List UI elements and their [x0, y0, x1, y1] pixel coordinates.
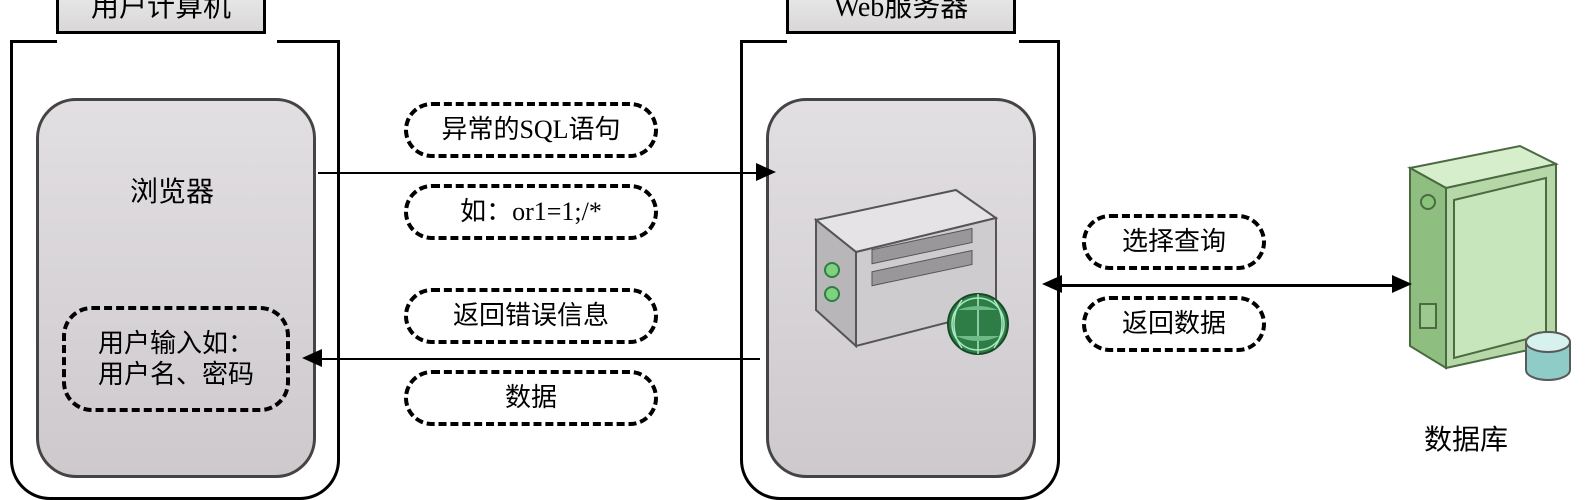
database-label: 数据库: [1424, 418, 1508, 458]
arrow-server-to-client: [322, 358, 760, 360]
pill-error-info: 返回错误信息: [404, 288, 658, 344]
user-input-pill: 用户输入如： 用户名、密码: [62, 306, 290, 412]
server-icon: [786, 160, 1016, 380]
pill-or1: 如：or1=1;/*: [404, 184, 658, 240]
pill-data-text: 数据: [505, 382, 557, 413]
server-box-top: [743, 40, 1057, 43]
arrow-server-db-head-right: [1392, 275, 1412, 293]
pill-select-query: 选择查询: [1082, 214, 1266, 270]
browser-label: 浏览器: [130, 170, 214, 210]
pill-abnormal-sql: 异常的SQL语句: [404, 102, 658, 158]
arrow-client-to-server-head: [756, 163, 776, 181]
pill-or1-text: 如：or1=1;/*: [460, 196, 602, 227]
database-icon: [1400, 128, 1574, 390]
pill-data: 数据: [404, 370, 658, 426]
browser-panel: [36, 98, 316, 478]
server-title-label: Web服务器: [834, 0, 969, 23]
pill-select-query-text: 选择查询: [1122, 226, 1226, 257]
arrow-server-db: [1062, 284, 1396, 287]
arrow-server-db-head-left: [1042, 275, 1062, 293]
pill-return-data-text: 返回数据: [1122, 308, 1226, 339]
pill-abnormal-sql-text: 异常的SQL语句: [441, 114, 620, 145]
client-title-tab: 用户计算机: [56, 0, 266, 34]
arrow-client-to-server: [318, 172, 760, 174]
client-title-label: 用户计算机: [91, 0, 231, 23]
arrow-server-to-client-head: [302, 349, 322, 367]
pill-return-data: 返回数据: [1082, 296, 1266, 352]
client-box-top: [13, 40, 337, 43]
server-title-tab: Web服务器: [786, 0, 1016, 34]
user-input-text: 用户输入如： 用户名、密码: [98, 328, 254, 390]
pill-error-info-text: 返回错误信息: [453, 300, 609, 331]
